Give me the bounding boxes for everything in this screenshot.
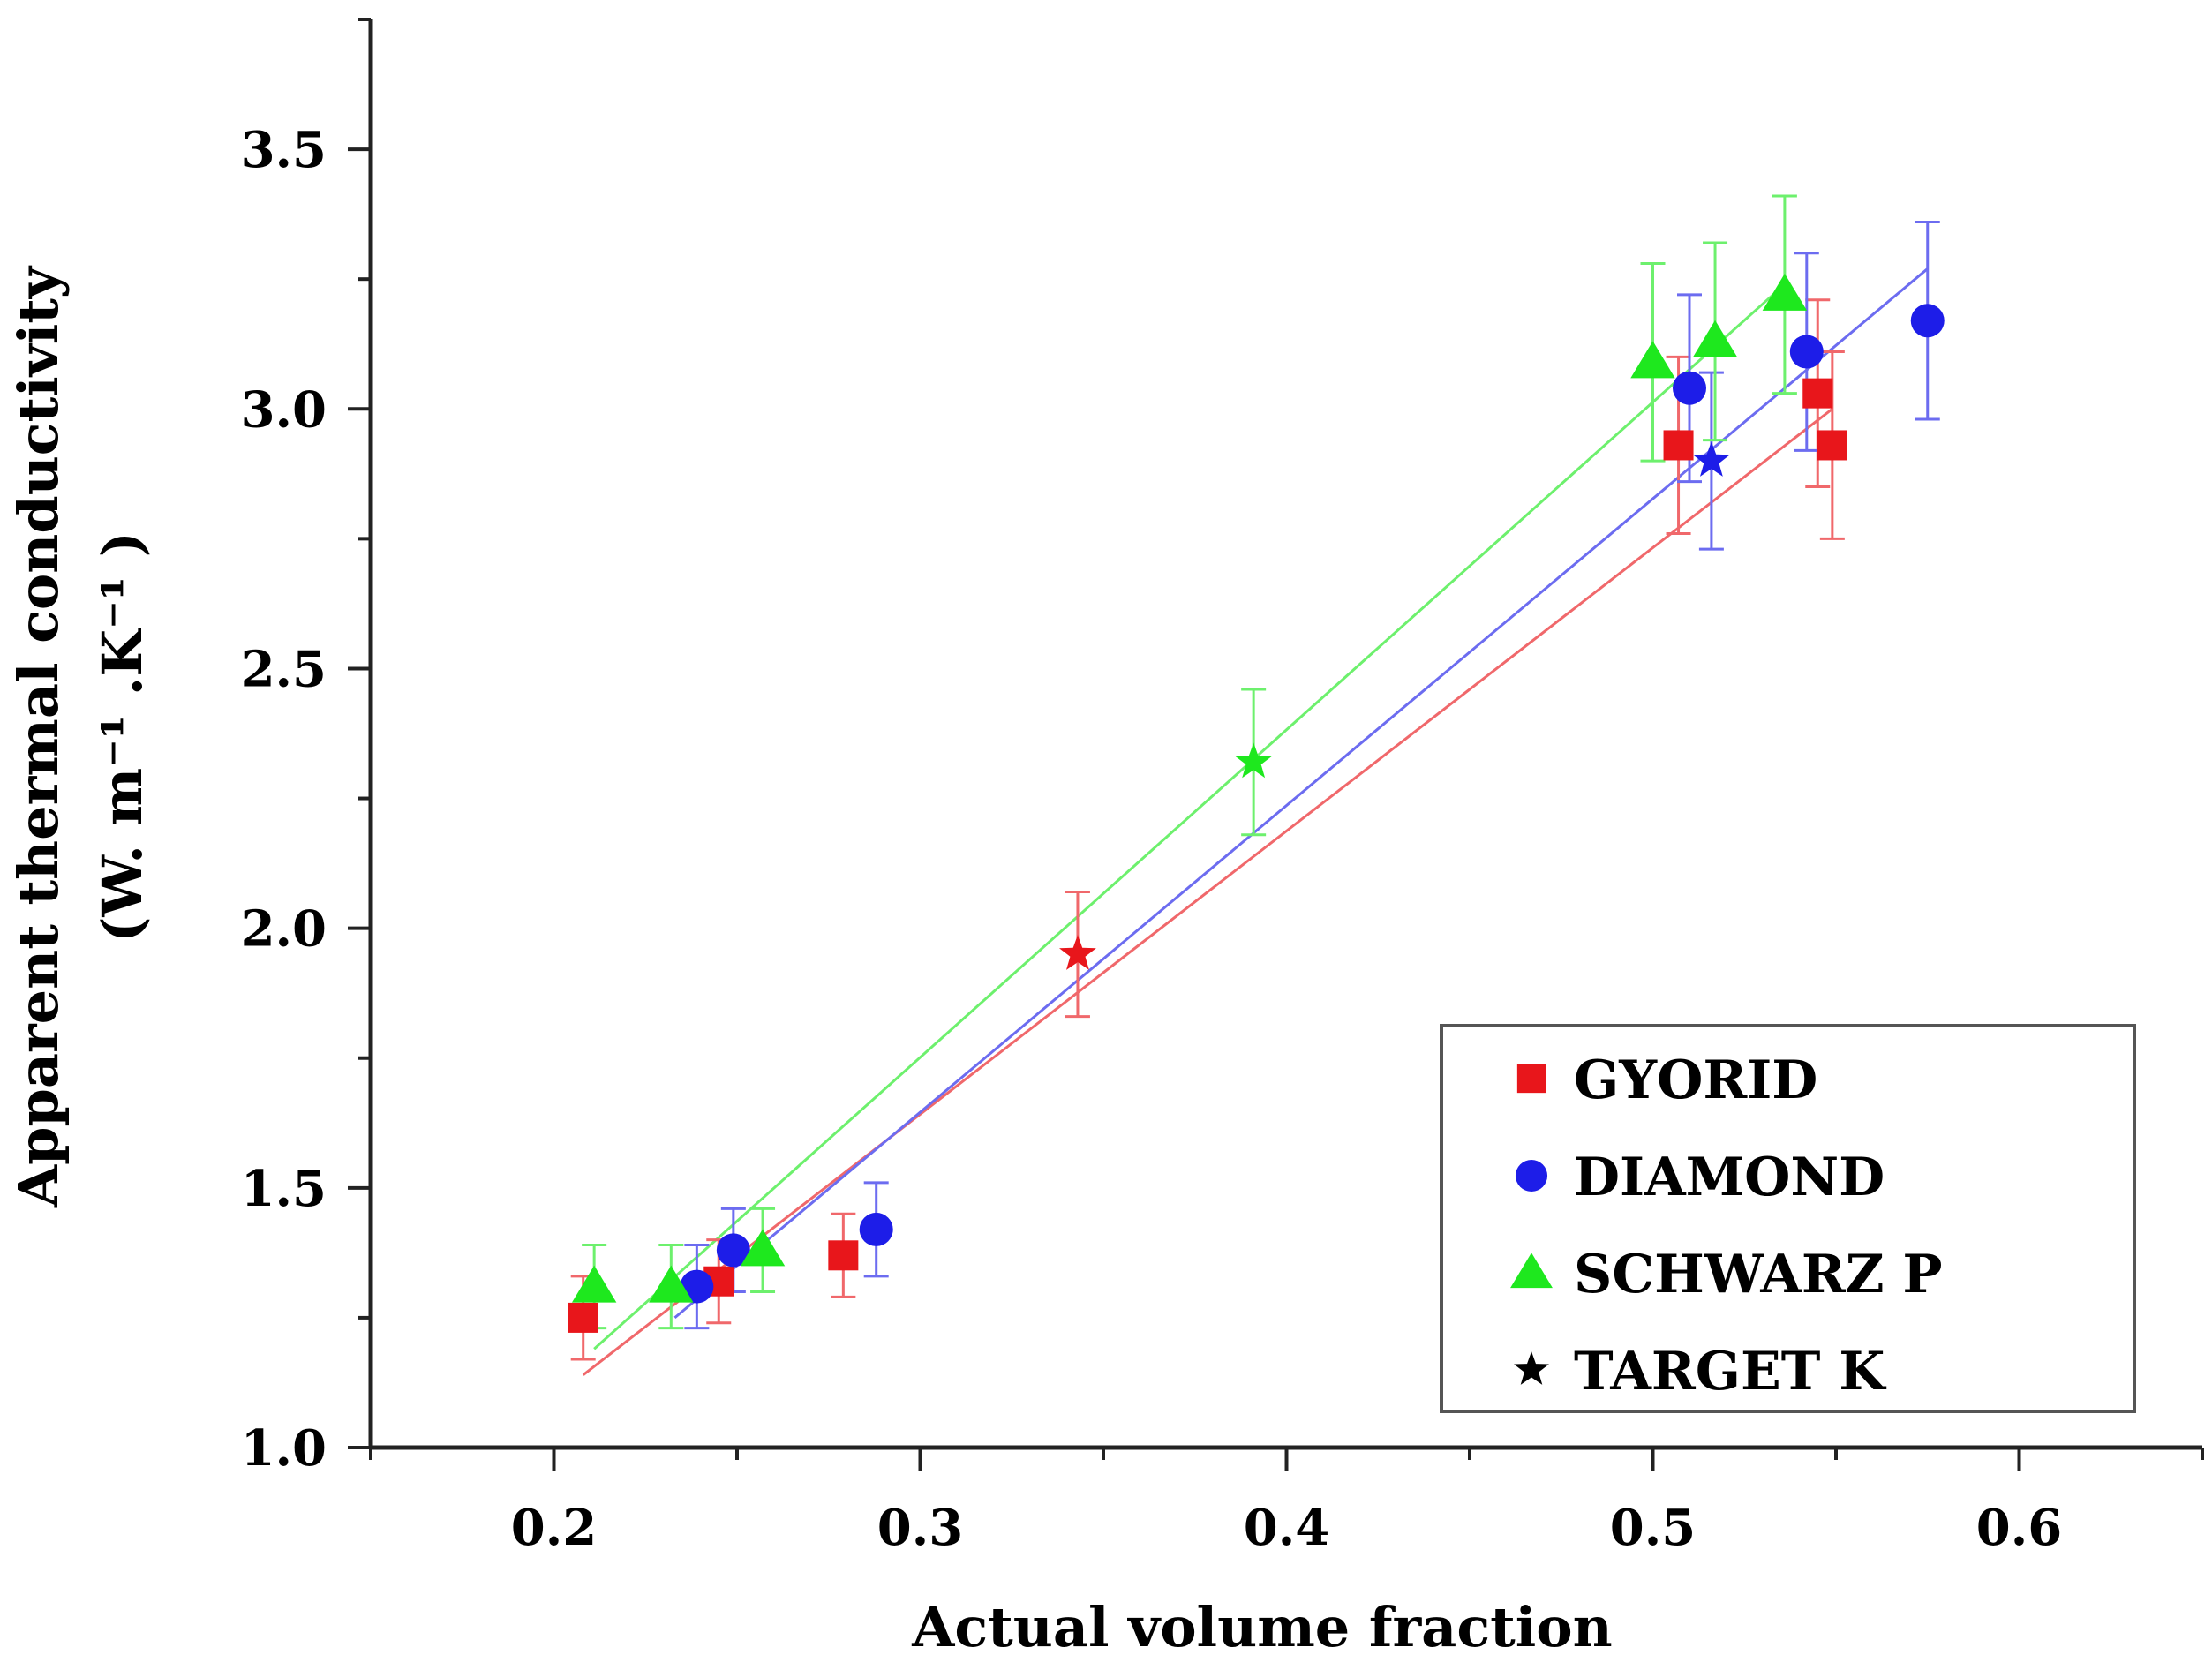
point-gyorid bbox=[1817, 430, 1847, 461]
x-axis-ticks: 0.2 0.3 0.4 0.5 0.6 bbox=[369, 1448, 2204, 1557]
point-diamond bbox=[1789, 335, 1824, 369]
point-gyorid bbox=[568, 1302, 598, 1333]
data-markers bbox=[568, 273, 1945, 1333]
legend-marker-schwarz-p bbox=[1510, 1252, 1553, 1289]
y-tick-label: 1.5 bbox=[241, 1160, 327, 1218]
y-tick-label: 3.5 bbox=[241, 121, 327, 179]
fit-line-schwarz-p bbox=[593, 282, 1786, 1350]
legend-marker-diamond bbox=[1515, 1159, 1548, 1192]
axes: 0.2 0.3 0.4 0.5 0.6 1.0 1.5 2.0 2.5 3.0 3.5 bbox=[241, 18, 2204, 1557]
fit-lines bbox=[582, 267, 1929, 1376]
point-schwarz-p bbox=[1762, 273, 1808, 311]
x-tick-label: 0.6 bbox=[1976, 1499, 2062, 1557]
legend-label-gyorid: GYORID bbox=[1574, 1049, 1817, 1111]
legend-label-schwarz-p: SCHWARZ P bbox=[1574, 1244, 1943, 1305]
point-gyorid bbox=[1663, 430, 1694, 461]
point-schwarz-p bbox=[571, 1265, 617, 1303]
legend-label-target-k: TARGET K bbox=[1574, 1341, 1886, 1403]
point-gyorid bbox=[828, 1240, 859, 1271]
point-schwarz-p bbox=[649, 1265, 694, 1303]
legend: GYORID DIAMOND SCHWARZ P TARGET K bbox=[1440, 1024, 2136, 1413]
point-diamond bbox=[1910, 304, 1945, 338]
point-schwarz-p bbox=[1692, 320, 1738, 357]
legend-marker-target-k bbox=[1514, 1351, 1549, 1385]
point-schwarz-p bbox=[740, 1229, 786, 1267]
legend-box bbox=[1440, 1024, 2136, 1413]
fit-line-gyorid bbox=[582, 408, 1833, 1376]
point-diamond bbox=[1673, 371, 1706, 405]
point-diamond bbox=[859, 1212, 893, 1246]
target-point-diamond bbox=[1693, 441, 1730, 477]
point-gyorid bbox=[1802, 378, 1833, 409]
y-tick-label: 2.5 bbox=[241, 640, 327, 698]
y-tick-label: 2.0 bbox=[241, 900, 327, 959]
y-tick-label: 3.0 bbox=[241, 380, 327, 439]
x-tick-label: 0.4 bbox=[1244, 1499, 1329, 1557]
legend-marker-gyorid bbox=[1516, 1064, 1546, 1094]
x-tick-label: 0.5 bbox=[1610, 1499, 1696, 1557]
legend-label-diamond: DIAMOND bbox=[1574, 1147, 1885, 1208]
x-tick-label: 0.2 bbox=[511, 1499, 597, 1557]
target-point-gyorid bbox=[1059, 935, 1096, 970]
point-diamond bbox=[716, 1233, 750, 1268]
x-tick-label: 0.3 bbox=[877, 1499, 963, 1557]
x-axis-title: Actual volume fraction bbox=[911, 1595, 1612, 1659]
y-axis-ticks: 1.0 1.5 2.0 2.5 3.0 3.5 bbox=[241, 18, 371, 1478]
y-axis-units: (W. m⁻¹ .K⁻¹ ) bbox=[90, 531, 154, 943]
point-schwarz-p bbox=[1630, 341, 1675, 379]
y-tick-label: 1.0 bbox=[241, 1419, 327, 1478]
y-axis-title-group: Apparent thermal conductivity (W. m⁻¹ .K… bbox=[6, 265, 154, 1208]
target-point-schwarz-p bbox=[1235, 742, 1273, 779]
y-axis-title: Apparent thermal conductivity bbox=[6, 265, 71, 1208]
fit-line-diamond bbox=[673, 267, 1929, 1320]
